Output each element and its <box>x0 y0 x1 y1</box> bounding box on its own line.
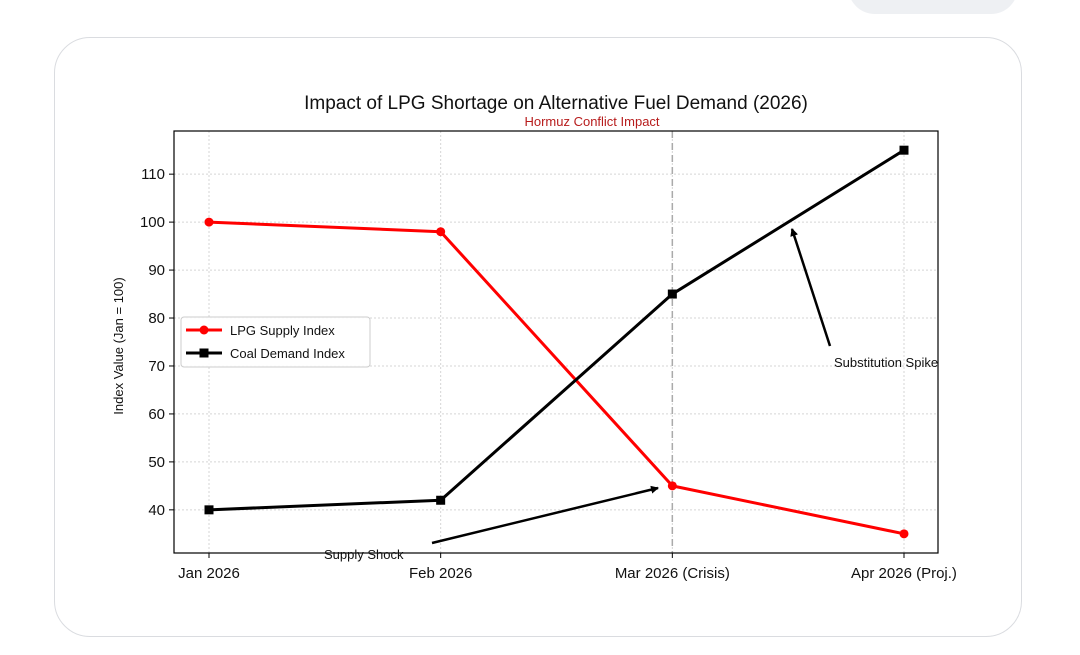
legend-box <box>180 316 371 368</box>
point-lpg <box>436 227 446 237</box>
series-line-coal <box>208 148 905 512</box>
y-tick-label: 90 <box>148 262 165 279</box>
point-coal <box>667 289 677 299</box>
y-tick-label: 100 <box>140 214 165 231</box>
grid <box>174 131 938 553</box>
y-tick-label: 40 <box>148 502 165 519</box>
supply-shock-arrow <box>431 485 659 545</box>
point-coal <box>436 495 446 505</box>
x-axis-ticks: Jan 2026 Feb 2026 Mar 2026 (Crisis) Apr 202… <box>178 553 957 582</box>
legend-marker-lpg <box>199 325 209 335</box>
y-tick-label: 60 <box>148 406 165 423</box>
chart-subtitle: Hormuz Conflict Impact <box>524 114 659 129</box>
x-tick-label: Jan 2026 <box>178 565 240 582</box>
series-markers <box>204 145 909 539</box>
series-line-lpg <box>208 220 905 536</box>
y-tick-label: 80 <box>148 310 165 327</box>
point-coal <box>204 505 214 515</box>
y-axis-ticks: 40 50 60 70 80 90 100 110 <box>140 166 174 519</box>
x-tick-label: Mar 2026 (Crisis) <box>615 565 730 582</box>
legend-label-coal: Coal Demand Index <box>230 346 345 361</box>
point-coal <box>899 145 909 155</box>
top-pill-decoration <box>848 0 1018 14</box>
x-tick-label: Apr 2026 (Proj.) <box>851 565 957 582</box>
x-tick-label: Feb 2026 <box>409 565 472 582</box>
annotation-supply-shock: Supply Shock <box>324 485 659 562</box>
plot-frame <box>173 130 939 554</box>
point-lpg <box>899 529 909 539</box>
legend: LPG Supply Index Coal Demand Index <box>180 316 371 368</box>
y-axis-label: Index Value (Jan = 100) <box>111 277 126 414</box>
substitution-spike-arrow <box>790 228 832 347</box>
series-lines <box>208 148 905 536</box>
chart-title: Impact of LPG Shortage on Alternative Fu… <box>304 93 808 114</box>
y-tick-label: 110 <box>141 166 165 183</box>
annotation-substitution-spike: Substitution Spike <box>790 228 938 370</box>
substitution-spike-label: Substitution Spike <box>834 355 938 370</box>
point-lpg <box>667 481 677 491</box>
y-tick-label: 70 <box>148 358 165 375</box>
supply-shock-label: Supply Shock <box>324 547 404 562</box>
legend-marker-coal <box>199 348 209 358</box>
legend-label-lpg: LPG Supply Index <box>230 323 335 338</box>
point-lpg <box>204 217 214 227</box>
y-tick-label: 50 <box>148 454 165 471</box>
